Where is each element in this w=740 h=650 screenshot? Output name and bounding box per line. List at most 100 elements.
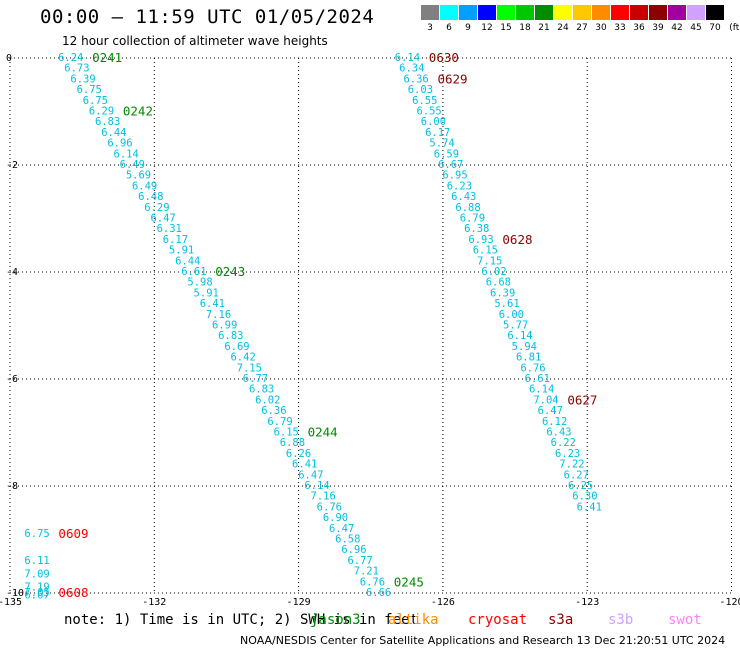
- legend-label: 6: [446, 23, 452, 33]
- wave-height-value: 6.41: [292, 459, 317, 471]
- lat-tick-label: -10: [6, 588, 24, 599]
- wave-height-value: 7.16: [206, 309, 231, 321]
- wave-height-value: 6.68: [486, 277, 511, 289]
- legend-swatch: [573, 5, 591, 20]
- wave-height-value: 6.14: [304, 480, 329, 492]
- legend-swatch: [649, 5, 667, 20]
- wave-height-value: 6.03: [408, 84, 433, 96]
- lat-tick-label: -4: [6, 267, 18, 278]
- wave-height-value: 5.94: [512, 341, 537, 353]
- lat-tick-label: -2: [6, 160, 18, 171]
- wave-height-value: 6.47: [298, 469, 323, 481]
- satellite-track: 7.056.67 0608: [24, 585, 88, 602]
- satellite-track: 6.75 0609: [24, 526, 88, 541]
- wave-height-value: 6.14: [529, 384, 554, 396]
- legend-swatch: [497, 5, 515, 20]
- wave-height-value: 6.27: [564, 469, 589, 481]
- wave-height-value: 6.49: [132, 180, 157, 192]
- wave-height-value: 6.14: [507, 330, 532, 342]
- legend-label: 45: [690, 23, 702, 33]
- wave-height-value: 6.58: [335, 534, 360, 546]
- wave-height-value: 6.55: [416, 106, 441, 118]
- wave-height-value: 6.14: [395, 52, 420, 64]
- wave-height-value: 6.24: [58, 52, 83, 64]
- wave-height-value: 6.36: [403, 73, 428, 85]
- wave-height-value: 6.75: [83, 95, 108, 107]
- wave-height-value: 7.15: [477, 255, 502, 267]
- legend-label: 36: [633, 23, 645, 33]
- legend-swatch: [478, 5, 496, 20]
- lon-tick-label: -123: [575, 597, 599, 608]
- lat-tick-label: -6: [6, 374, 18, 385]
- legend-unit: (ft): [729, 23, 740, 33]
- wave-height-value: 6.14: [114, 148, 139, 160]
- wave-height-value: 6.67: [438, 159, 463, 171]
- wave-height-value: 6.23: [555, 448, 580, 460]
- satellite-track: 6.246.736.396.756.756.296.836.446.966.14…: [58, 50, 424, 599]
- legend-label: 27: [576, 23, 588, 33]
- wave-height-value: 6.79: [267, 416, 292, 428]
- wave-height-value: 7.19: [24, 582, 49, 594]
- satellite-tracks: 6.246.736.396.756.756.296.836.446.966.14…: [24, 50, 601, 602]
- legend-swatch: [706, 5, 724, 20]
- wave-height-value: 6.12: [542, 416, 567, 428]
- wave-height-value: 7.21: [354, 566, 379, 578]
- pass-time-label: 0608: [58, 585, 88, 600]
- wave-height-value: 6.73: [64, 63, 89, 75]
- wave-height-value: 6.39: [490, 287, 515, 299]
- lon-tick-label: -132: [142, 597, 166, 608]
- wave-height-value: 6.67: [24, 590, 49, 602]
- footer-note: note: 1) Time is in UTC; 2) SWH is in fe…: [64, 612, 419, 628]
- axis-tick-labels: -135 -132 -129 -126 -123 -120 0 -2 -4 -6 -8 -10: [0, 53, 740, 608]
- wave-height-value: 6.55: [412, 95, 437, 107]
- wave-height-value: 6.00: [421, 116, 446, 128]
- wave-height-value: 6.96: [107, 138, 132, 150]
- wave-height-value: 6.11: [24, 555, 49, 567]
- legend-swatch: [421, 5, 439, 20]
- wave-height-value: 7.16: [311, 491, 336, 503]
- wave-height-value: 5.98: [187, 277, 212, 289]
- wave-height-value: 5.77: [503, 320, 528, 332]
- pass-time-label: 0243: [215, 264, 245, 279]
- wave-height-value: 6.75: [77, 84, 102, 96]
- wave-height-value: 6.99: [212, 320, 237, 332]
- wave-height-value: 7.05: [24, 587, 49, 599]
- wave-height-value: 6.29: [144, 202, 169, 214]
- wave-height-value: 6.61: [525, 373, 550, 385]
- wave-height-value: 6.39: [70, 73, 95, 85]
- wave-height-value: 6.76: [317, 501, 342, 513]
- legend-swatch: [459, 5, 477, 20]
- satellite-name-jason3: jason3: [310, 612, 361, 628]
- wave-height-value: 6.66: [366, 587, 391, 599]
- wave-height-value: 6.81: [516, 352, 541, 364]
- legend-label: 12: [481, 23, 493, 33]
- wave-height-value: 6.75: [24, 528, 49, 540]
- legend-swatch: [440, 5, 458, 20]
- pass-time-label: 0629: [437, 71, 467, 86]
- wave-height-value: 6.00: [499, 309, 524, 321]
- wave-height-value: 6.44: [175, 255, 200, 267]
- pass-time-label: 0242: [123, 104, 153, 119]
- legend-swatch: [630, 5, 648, 20]
- wave-height-value: 5.69: [126, 170, 151, 182]
- satellite-track: 6.117.09 7.19: [24, 555, 49, 594]
- wave-height-value: 6.88: [280, 437, 305, 449]
- wave-height-value: 6.79: [460, 213, 485, 225]
- wave-height-value: 6.49: [120, 159, 145, 171]
- wave-height-value: 6.02: [481, 266, 506, 278]
- lat-tick-label: 0: [6, 53, 12, 64]
- wave-height-value: 6.61: [181, 266, 206, 278]
- satellite-name-swot: swot: [668, 612, 702, 628]
- wave-height-value: 5.74: [429, 138, 454, 150]
- wave-height-value: 7.22: [559, 459, 584, 471]
- wave-height-value: 6.96: [341, 544, 366, 556]
- wave-height-value: 6.15: [274, 427, 299, 439]
- wave-height-value: 5.61: [494, 298, 519, 310]
- satellite-name-cryosat: cryosat: [468, 612, 528, 628]
- legend-swatch: [535, 5, 553, 20]
- legend-label: 3: [427, 23, 433, 33]
- legend-label: 18: [519, 23, 531, 33]
- pass-time-label: 0609: [58, 526, 88, 541]
- wave-height-value: 6.48: [138, 191, 163, 203]
